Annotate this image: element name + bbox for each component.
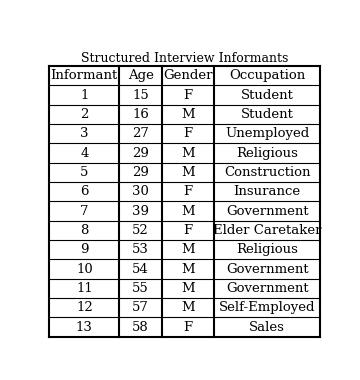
Text: 9: 9 [80, 243, 89, 256]
Text: 39: 39 [132, 204, 149, 218]
Text: Insurance: Insurance [234, 185, 301, 198]
Text: Elder Caretaker: Elder Caretaker [213, 224, 321, 237]
Text: Construction: Construction [224, 166, 310, 179]
Text: 12: 12 [76, 301, 93, 314]
Text: 2: 2 [80, 108, 89, 121]
Text: 4: 4 [80, 147, 89, 160]
Text: F: F [184, 185, 193, 198]
Text: 29: 29 [132, 166, 149, 179]
Text: Occupation: Occupation [229, 69, 305, 82]
Text: M: M [181, 204, 195, 218]
Text: Self-Employed: Self-Employed [219, 301, 315, 314]
Text: 8: 8 [80, 224, 89, 237]
Text: M: M [181, 263, 195, 276]
Text: 53: 53 [132, 243, 149, 256]
Text: Structured Interview Informants: Structured Interview Informants [81, 52, 288, 65]
Text: 5: 5 [80, 166, 89, 179]
Text: Age: Age [128, 69, 153, 82]
Text: 29: 29 [132, 147, 149, 160]
Text: 58: 58 [132, 321, 149, 334]
Text: Government: Government [226, 282, 309, 295]
Text: 11: 11 [76, 282, 93, 295]
Text: Informant: Informant [51, 69, 118, 82]
Text: M: M [181, 243, 195, 256]
Text: F: F [184, 127, 193, 140]
Text: 10: 10 [76, 263, 93, 276]
Text: F: F [184, 89, 193, 101]
Text: 55: 55 [132, 282, 149, 295]
Text: Religious: Religious [236, 243, 298, 256]
Text: 13: 13 [76, 321, 93, 334]
Text: M: M [181, 166, 195, 179]
Text: M: M [181, 301, 195, 314]
Text: 16: 16 [132, 108, 149, 121]
Text: Sales: Sales [249, 321, 285, 334]
Text: Gender: Gender [163, 69, 213, 82]
Text: 7: 7 [80, 204, 89, 218]
Text: 54: 54 [132, 263, 149, 276]
Text: 1: 1 [80, 89, 89, 101]
Text: Student: Student [240, 108, 293, 121]
Text: M: M [181, 147, 195, 160]
Text: 30: 30 [132, 185, 149, 198]
Text: Government: Government [226, 263, 309, 276]
Text: 3: 3 [80, 127, 89, 140]
Text: M: M [181, 108, 195, 121]
Text: Student: Student [240, 89, 293, 101]
Text: 27: 27 [132, 127, 149, 140]
Text: 15: 15 [132, 89, 149, 101]
Text: 57: 57 [132, 301, 149, 314]
Text: F: F [184, 321, 193, 334]
Text: M: M [181, 282, 195, 295]
Text: Unemployed: Unemployed [225, 127, 309, 140]
Text: 6: 6 [80, 185, 89, 198]
Text: F: F [184, 224, 193, 237]
Text: Government: Government [226, 204, 309, 218]
Text: Religious: Religious [236, 147, 298, 160]
Text: 52: 52 [132, 224, 149, 237]
